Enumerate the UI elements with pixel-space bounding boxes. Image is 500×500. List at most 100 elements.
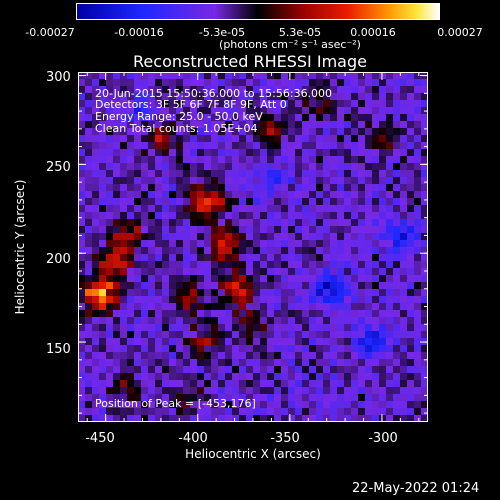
heatmap-cell [330, 184, 338, 192]
heatmap-cell [169, 93, 177, 101]
heatmap-cell [246, 198, 254, 206]
heatmap-cell [379, 380, 387, 388]
heatmap-cell [225, 205, 233, 213]
heatmap-cell [393, 275, 401, 283]
heatmap-cell [190, 107, 198, 115]
heatmap-cell [316, 359, 324, 367]
heatmap-cell [337, 212, 345, 220]
heatmap-cell [120, 226, 128, 234]
heatmap-cell [204, 359, 212, 367]
heatmap-cell [323, 254, 331, 262]
heatmap-cell [344, 352, 352, 360]
heatmap-cell [232, 100, 240, 108]
heatmap-cell [204, 282, 212, 290]
heatmap-cell [120, 170, 128, 178]
heatmap-cell [274, 310, 282, 318]
heatmap-cell [92, 338, 100, 346]
heatmap-cell [386, 205, 394, 213]
heatmap-cell [127, 177, 135, 185]
heatmap-cell [204, 352, 212, 360]
heatmap-cell [169, 338, 177, 346]
heatmap-cell [253, 177, 261, 185]
heatmap-cell [316, 142, 324, 150]
heatmap-cell [407, 149, 415, 157]
heatmap-cell [190, 331, 198, 339]
heatmap-cell [414, 142, 422, 150]
heatmap-cell [379, 184, 387, 192]
heatmap-cell [386, 86, 394, 94]
heatmap-cell [204, 387, 212, 395]
heatmap-cell [78, 415, 86, 422]
heatmap-cell [351, 226, 359, 234]
heatmap-cell [267, 100, 275, 108]
heatmap-cell [85, 121, 93, 129]
heatmap-cell [414, 79, 422, 87]
heatmap-cell [120, 331, 128, 339]
heatmap-cell [393, 345, 401, 353]
heatmap-cell [190, 100, 198, 108]
heatmap-cell [127, 317, 135, 325]
heatmap-cell [288, 191, 296, 199]
heatmap-cell [183, 359, 191, 367]
heatmap-cell [155, 394, 163, 402]
heatmap-cell [197, 114, 205, 122]
heatmap-cell [239, 177, 247, 185]
heatmap-cell [337, 275, 345, 283]
heatmap-cell [253, 345, 261, 353]
heatmap-cell [379, 247, 387, 255]
heatmap-cell [211, 345, 219, 353]
heatmap-cell [330, 107, 338, 115]
heatmap-cell [232, 156, 240, 164]
heatmap-cell [169, 289, 177, 297]
heatmap-cell [295, 338, 303, 346]
heatmap-cell [267, 240, 275, 248]
heatmap-cell [316, 72, 324, 80]
heatmap-cell [337, 338, 345, 346]
heatmap-cell [358, 380, 366, 388]
heatmap-cell [281, 191, 289, 199]
heatmap-cell [92, 331, 100, 339]
heatmap-cell [351, 247, 359, 255]
heatmap-cell [92, 296, 100, 304]
heatmap-cell [274, 86, 282, 94]
heatmap-cell [141, 359, 149, 367]
heatmap-cell [267, 121, 275, 129]
heatmap-cell [106, 289, 114, 297]
heatmap-cell [260, 401, 268, 409]
heatmap-cell [232, 177, 240, 185]
heatmap-cell [120, 303, 128, 311]
heatmap-cell [148, 100, 156, 108]
heatmap-cell [211, 79, 219, 87]
heatmap-cell [99, 114, 107, 122]
heatmap-cell [232, 233, 240, 241]
heatmap-cell [239, 366, 247, 374]
heatmap-cell [85, 191, 93, 199]
heatmap-cell [232, 338, 240, 346]
heatmap-cell [330, 163, 338, 171]
heatmap-cell [267, 72, 275, 80]
heatmap-cell [393, 114, 401, 122]
heatmap-cell [274, 324, 282, 332]
heatmap-cell [351, 380, 359, 388]
heatmap-cell [344, 156, 352, 164]
heatmap-cell [127, 142, 135, 150]
heatmap-cell [358, 387, 366, 395]
heatmap-cell [106, 268, 114, 276]
heatmap-cell [78, 142, 86, 150]
heatmap-cell [267, 289, 275, 297]
heatmap-cell [106, 114, 114, 122]
heatmap-cell [400, 317, 408, 325]
heatmap-cell [99, 163, 107, 171]
heatmap-cell [85, 261, 93, 269]
heatmap-cell [344, 205, 352, 213]
heatmap-cell [274, 401, 282, 409]
heatmap-cell [148, 289, 156, 297]
heatmap-cell [358, 100, 366, 108]
heatmap-cell [92, 240, 100, 248]
heatmap-cell [393, 86, 401, 94]
heatmap-cell [218, 135, 226, 143]
heatmap-cell [218, 156, 226, 164]
heatmap-cell [190, 380, 198, 388]
heatmap-cell [365, 107, 373, 115]
heatmap-cell [92, 156, 100, 164]
